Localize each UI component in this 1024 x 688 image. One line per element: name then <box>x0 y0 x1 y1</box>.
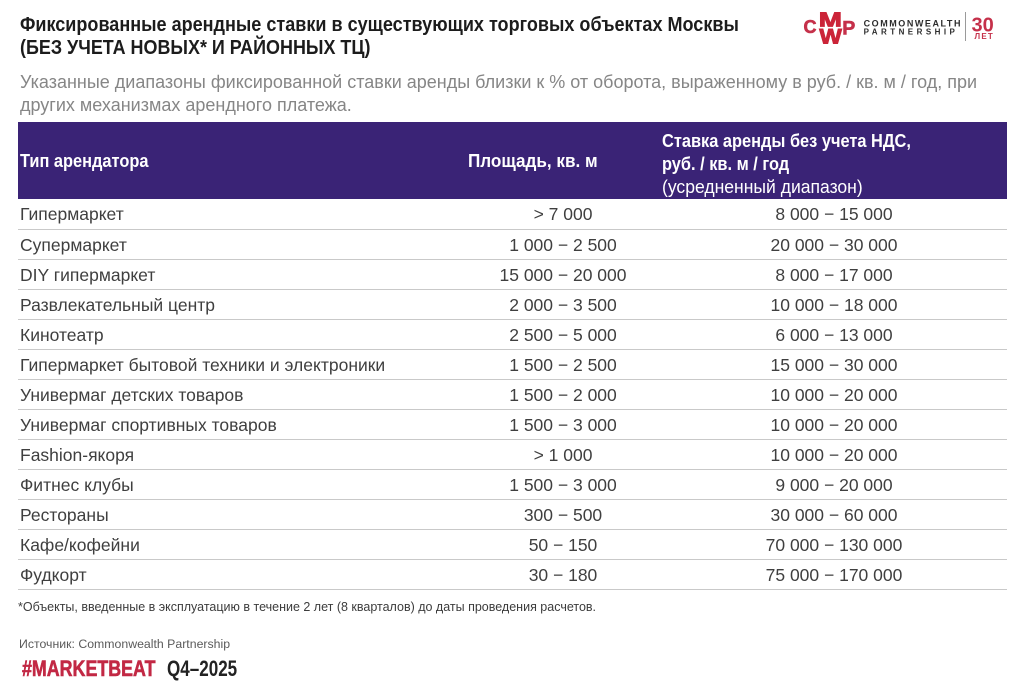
svg-text:ЛЕТ: ЛЕТ <box>975 32 994 41</box>
svg-text:COMMONWEALTH: COMMONWEALTH <box>864 19 962 29</box>
svg-text:30: 30 <box>972 15 994 37</box>
svg-text:C: C <box>804 17 817 37</box>
svg-text:M: M <box>819 8 842 33</box>
svg-text:P: P <box>842 18 855 40</box>
svg-text:PARTNERSHIP: PARTNERSHIP <box>864 28 959 37</box>
